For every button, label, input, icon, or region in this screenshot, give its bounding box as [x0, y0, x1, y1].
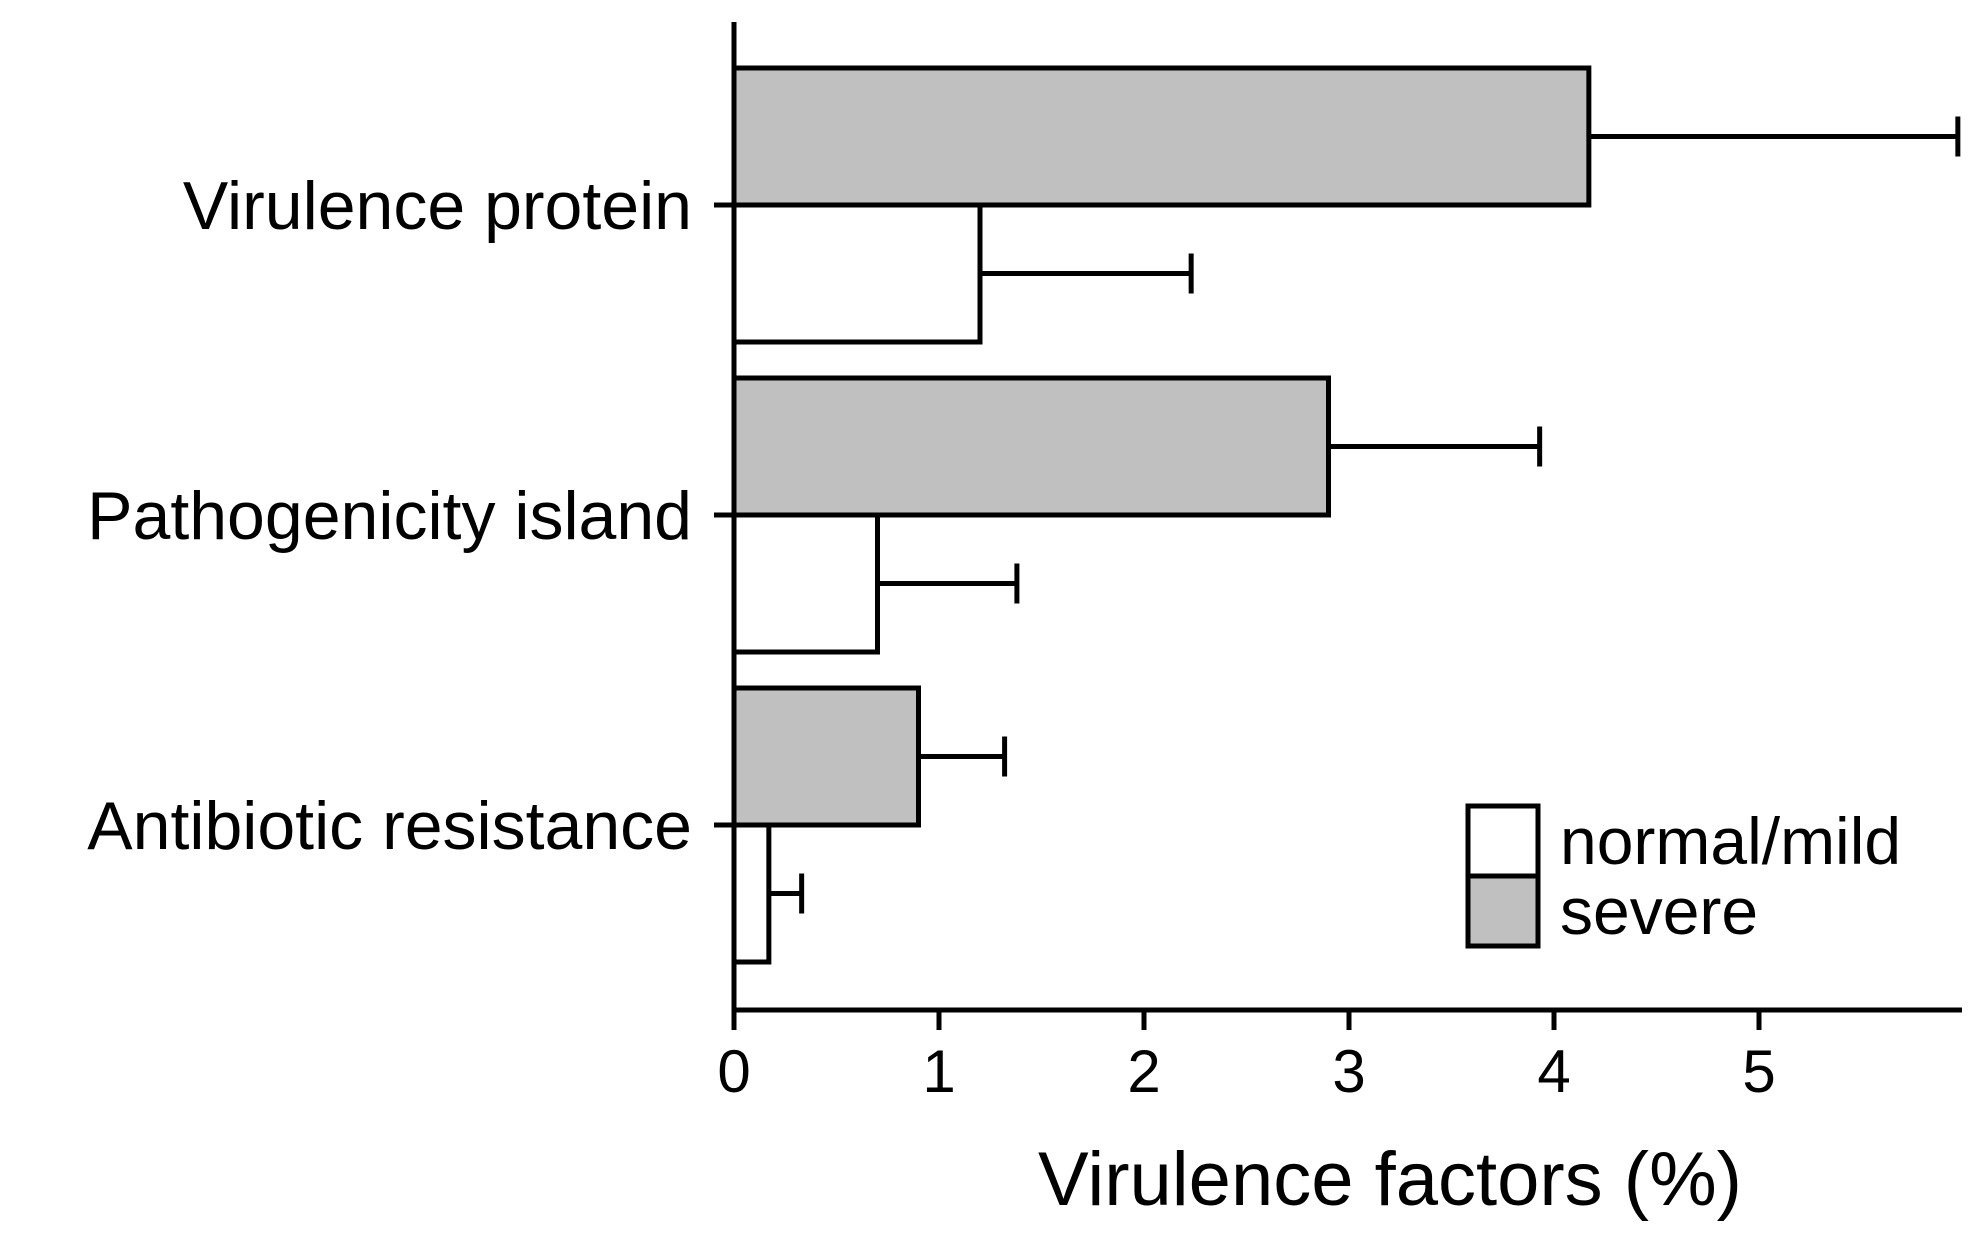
x-axis-title: Virulence factors (%) [1038, 1137, 1742, 1222]
bar-pathogenicity-island-severe [731, 375, 1331, 518]
bar-virulence-protein-normal-mild [731, 202, 983, 345]
x-ticks: 0 1 2 3 4 5 [717, 1010, 1776, 1105]
bar-antibiotic-resistance-severe [731, 685, 921, 828]
bar-pathogenicity-island-normal-mild [731, 512, 880, 655]
error-bars-layer [768, 116, 1961, 914]
bar-virulence-protein-severe [731, 65, 1592, 208]
x-tick-label-3: 3 [1332, 1038, 1365, 1105]
category-label-antibiotic-resistance: Antibiotic resistance [87, 788, 692, 864]
x-tick-label-0: 0 [717, 1038, 750, 1105]
legend-swatch-severe [1465, 873, 1541, 949]
x-tick-label-5: 5 [1742, 1038, 1775, 1105]
x-tick-label-1: 1 [922, 1038, 955, 1105]
bar-antibiotic-resistance-normal-mild [731, 822, 772, 965]
x-tick-label-2: 2 [1127, 1038, 1160, 1105]
bars-layer [731, 65, 1592, 965]
legend-swatch-normal-mild [1465, 803, 1541, 879]
category-label-virulence-protein: Virulence protein [183, 168, 692, 244]
x-tick-label-4: 4 [1537, 1038, 1570, 1105]
category-label-pathogenicity-island: Pathogenicity island [87, 478, 692, 554]
legend-label-severe: severe [1560, 874, 1758, 948]
legend-label-normal-mild: normal/mild [1560, 804, 1901, 878]
category-labels: Virulence protein Pathogenicity island Ant… [87, 168, 692, 864]
